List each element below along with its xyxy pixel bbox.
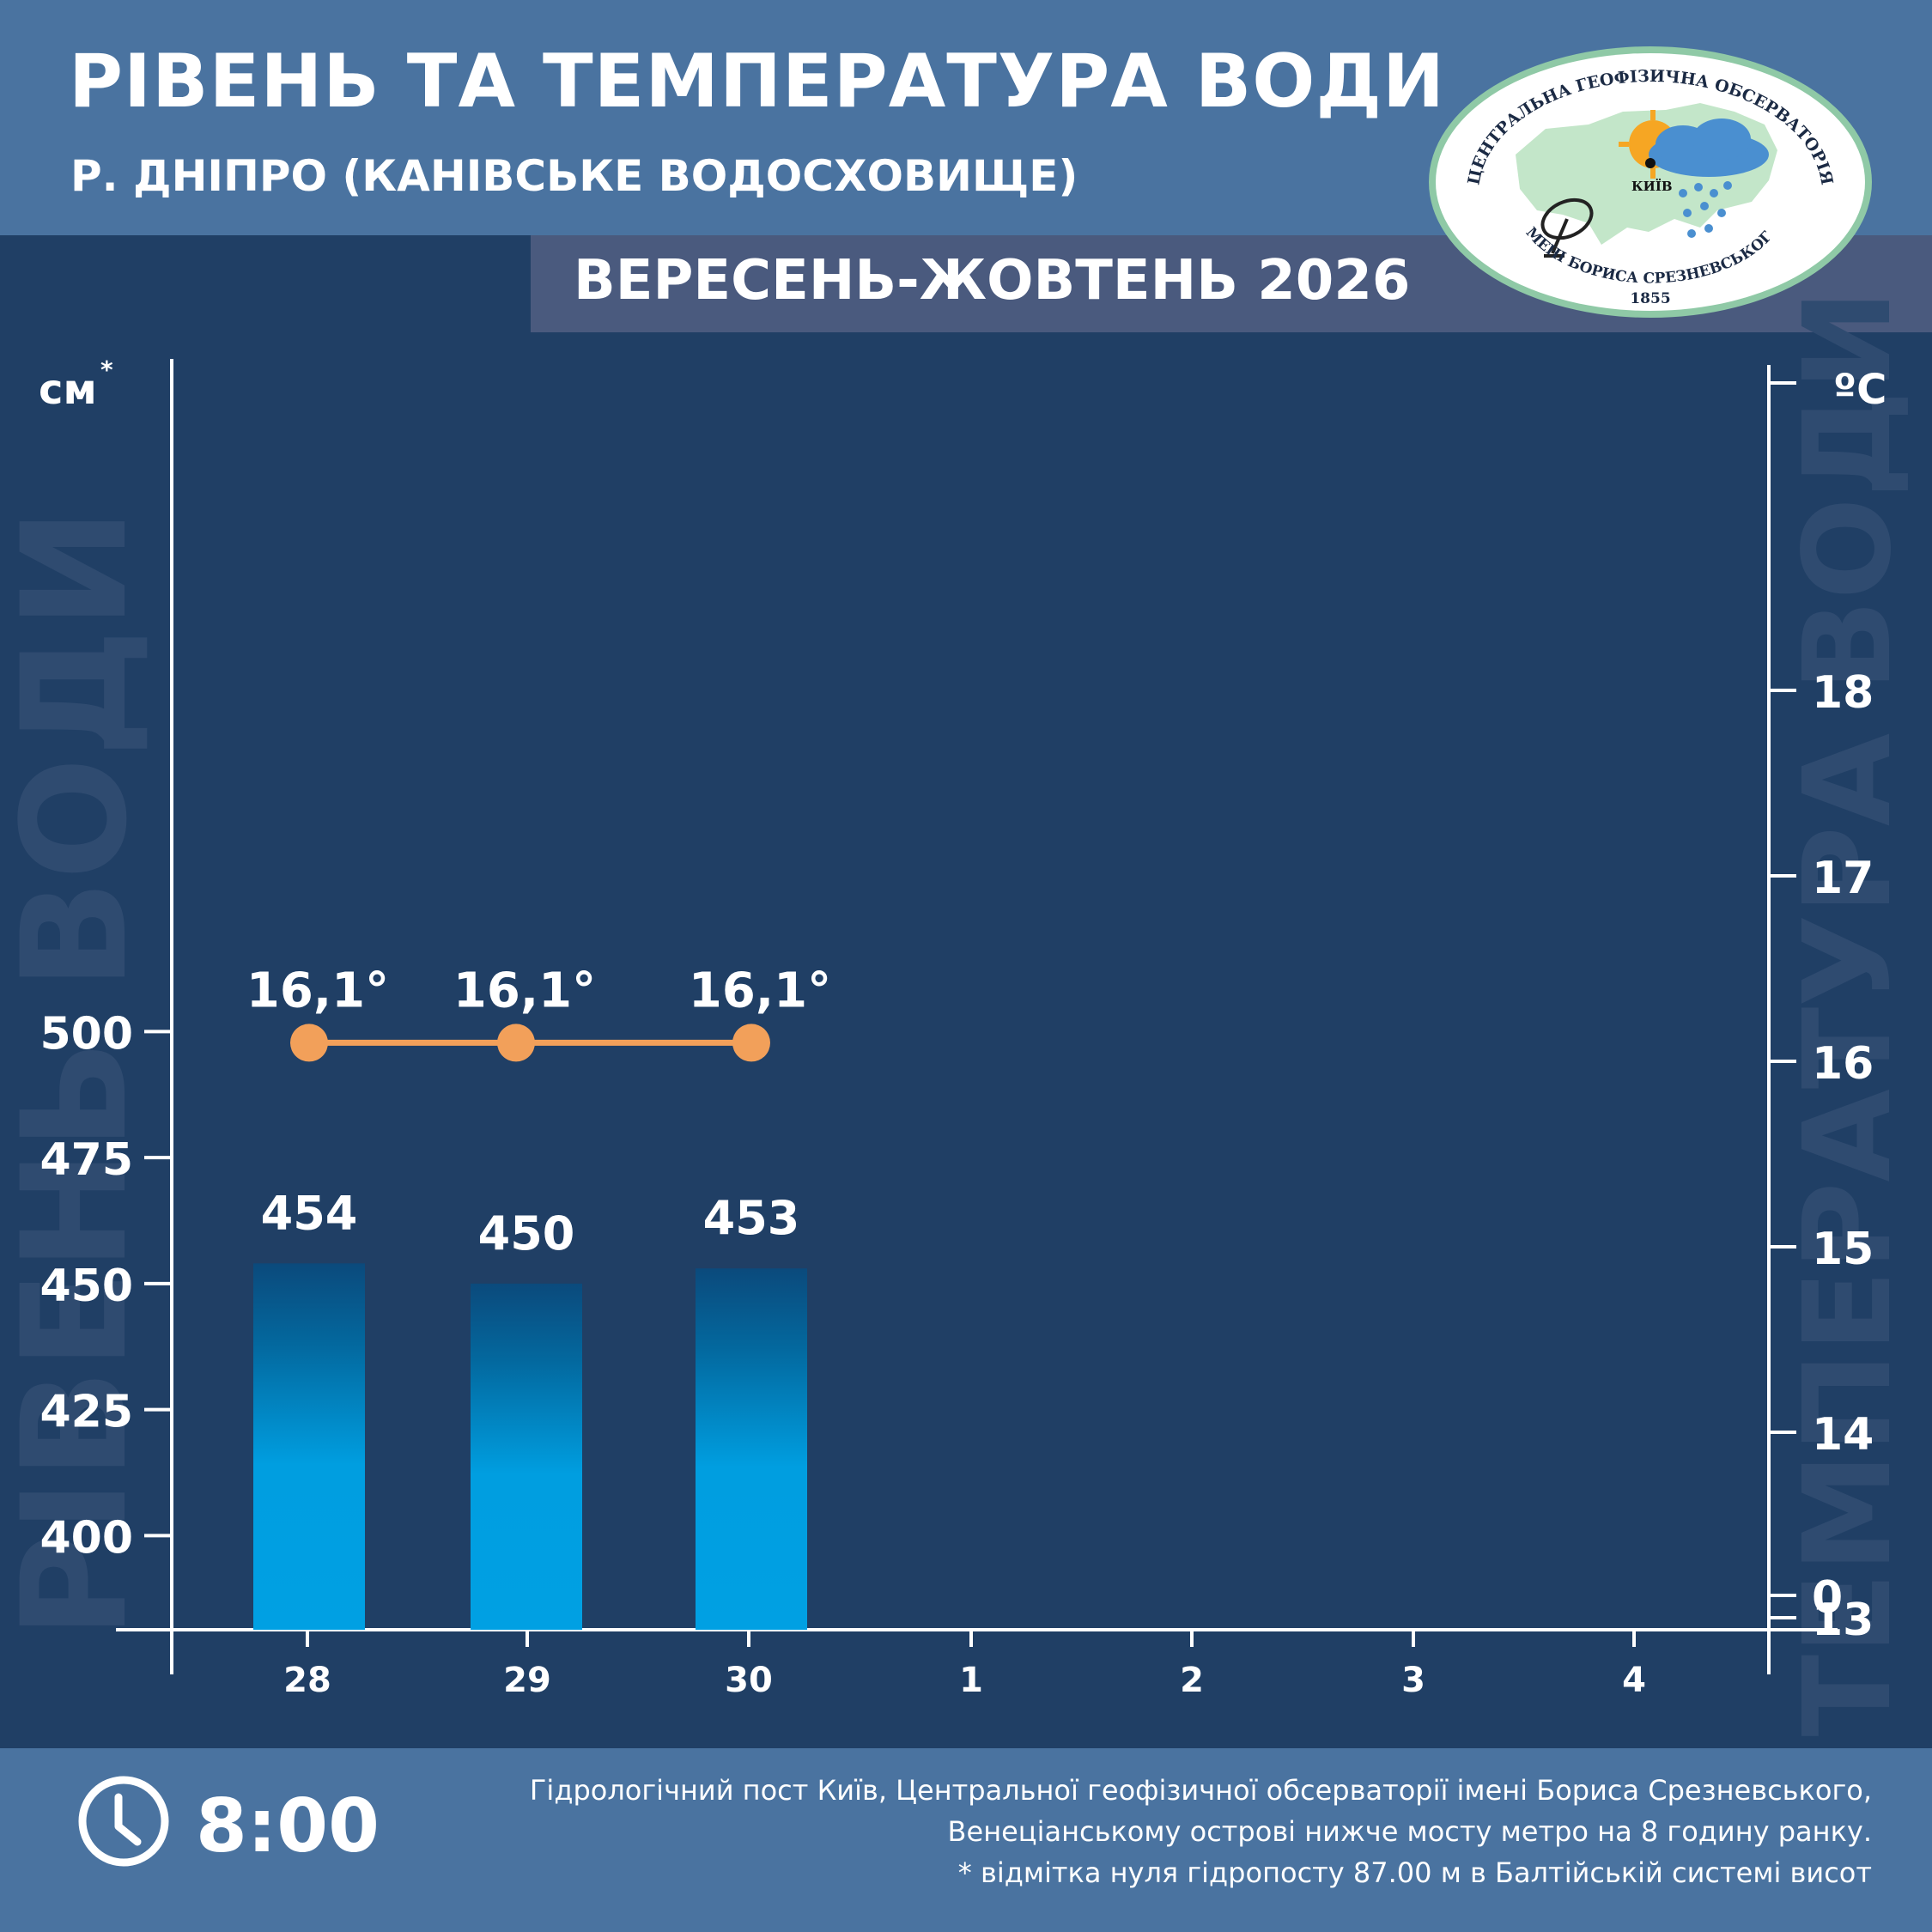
right-tick-label: 13 [1812, 1595, 1874, 1646]
footer-note-1: Гідрологічний пост Київ, Центральної гео… [529, 1774, 1872, 1807]
x-tick-label: 29 [503, 1661, 551, 1700]
level-bar [471, 1283, 582, 1630]
left-tick-label: 400 [39, 1512, 133, 1564]
right-axis-unit: ºC [1833, 366, 1886, 414]
watermark-left: РІВЕНЬ ВОДИ [0, 508, 159, 1639]
right-tick-label: 17 [1812, 853, 1874, 904]
right-tick-label: 15 [1812, 1224, 1874, 1275]
temperature-value-label: 16,1° [453, 963, 596, 1018]
level-value-label: 453 [703, 1191, 800, 1245]
left-tick-label: 425 [39, 1387, 133, 1438]
x-tick-label: 4 [1622, 1661, 1646, 1700]
x-tick-label: 28 [283, 1661, 331, 1700]
axes [116, 359, 1838, 1674]
right-tick-label: 18 [1812, 667, 1874, 719]
watermark-right: ТЕМПЕРАТУРА ВОДИ [1778, 290, 1918, 1737]
left-tick-label: 475 [39, 1134, 133, 1186]
temperature-layer [290, 1024, 770, 1062]
left-tick-label: 450 [39, 1261, 133, 1312]
temperature-point [732, 1024, 770, 1062]
footer-note-3: * відмітка нуля гідропосту 87.00 м в Бал… [957, 1856, 1872, 1889]
x-tick-label: 1 [959, 1661, 983, 1700]
footer-note-2: Венеціанському острові нижче мосту метро… [947, 1815, 1872, 1848]
right-tick-label: 14 [1812, 1409, 1874, 1461]
footer-band [0, 1748, 1932, 1932]
clock-icon [78, 1776, 169, 1867]
temperature-value-label: 16,1° [689, 963, 831, 1018]
bars-layer [253, 1263, 807, 1630]
x-tick-label: 2 [1180, 1661, 1204, 1700]
x-tick-label: 3 [1401, 1661, 1425, 1700]
right-tick-label: 16 [1812, 1038, 1874, 1090]
temperature-point [290, 1024, 328, 1062]
temperature-point [497, 1024, 535, 1062]
left-axis-unit-mark: * [100, 355, 113, 384]
left-axis-unit: см [39, 366, 97, 414]
level-value-label: 450 [478, 1206, 575, 1261]
level-bar [696, 1268, 807, 1630]
period-label: ВЕРЕСЕНЬ-ЖОВТЕНЬ 2026 [574, 249, 1411, 313]
observation-time: 8:00 [196, 1783, 380, 1869]
observatory-logo: КИЇВ ЦЕНТРАЛЬНА ГЕОФІЗИЧНА ОБСЕРВАТОРІЯ … [1425, 43, 1872, 318]
logo-city: КИЇВ [1631, 178, 1673, 194]
x-tick-label: 30 [725, 1661, 773, 1700]
temperature-value-label: 16,1° [246, 963, 389, 1018]
left-tick-label: 500 [39, 1008, 133, 1060]
level-value-label: 454 [261, 1186, 358, 1240]
level-bar [253, 1263, 365, 1630]
page-title: РІВЕНЬ ТА ТЕМПЕРАТУРА ВОДИ [69, 39, 1445, 125]
logo-year: 1855 [1630, 290, 1670, 307]
right-tick-label: 0 [1812, 1572, 1843, 1624]
page-subtitle: Р. ДНІПРО (КАНІВСЬКЕ ВОДОСХОВИЩЕ) [70, 151, 1078, 201]
